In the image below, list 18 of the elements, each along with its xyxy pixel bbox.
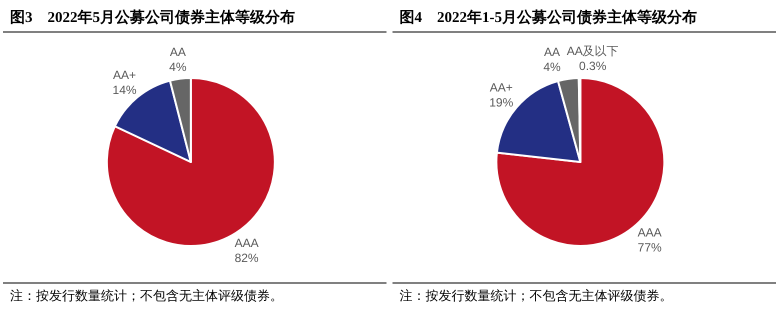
data-label: 4%: [169, 60, 187, 74]
text: 注：按发行数量统计；不包含无主体评级债券。: [10, 288, 283, 303]
data-label: 82%: [234, 250, 259, 265]
slice-label: AAA: [234, 236, 259, 250]
slice-label: AA+: [490, 80, 513, 94]
chart-title: 图4 2022年1-5月公募公司债券主体等级分布: [400, 8, 697, 26]
slice-label: AA+: [113, 68, 136, 82]
slice-label: AA: [170, 44, 186, 59]
data-label: 77%: [638, 240, 662, 255]
data-label: 0.3%: [579, 59, 607, 74]
data-label: 14%: [112, 82, 137, 97]
text: 注：按发行数量统计；不包含无主体评级债券。: [400, 288, 672, 303]
data-label: 4%: [543, 60, 562, 74]
slice-label: AA: [544, 45, 560, 60]
chart-title: 图3 2022年5月公募公司债券主体等级分布: [10, 8, 295, 26]
slice-label: AAA: [638, 226, 662, 240]
slice-label: AA及以下: [566, 44, 619, 58]
data-label: 19%: [489, 96, 514, 110]
